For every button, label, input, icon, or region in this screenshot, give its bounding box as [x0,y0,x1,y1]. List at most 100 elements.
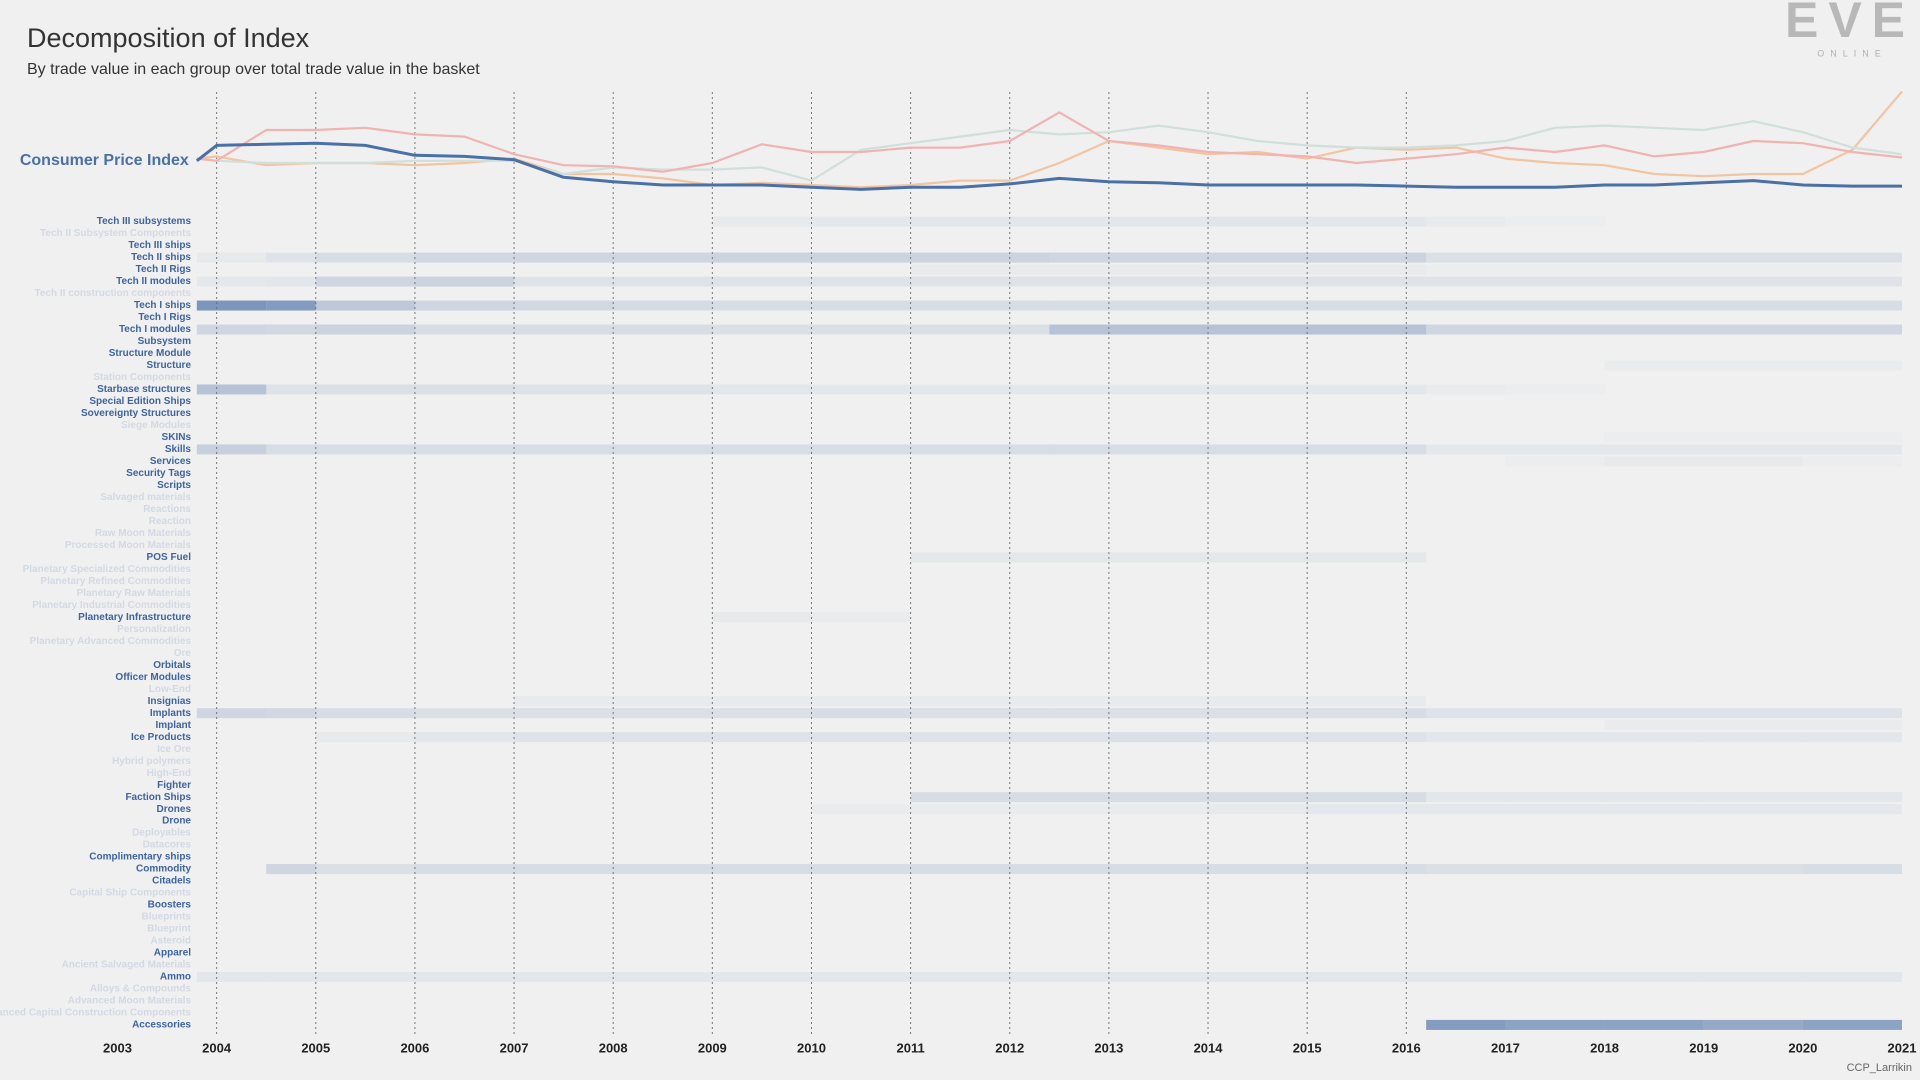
heat-cell [1208,216,1308,227]
heat-cell [1802,1019,1902,1030]
heat-cell [415,876,514,886]
heat-cell [315,444,415,455]
heat-cell [1009,384,1050,395]
heat-cell [910,444,1010,455]
heat-cell [1406,300,1427,311]
heat-cell [514,276,614,287]
heat-cell [1010,660,1050,670]
heat-cell [910,252,1010,263]
row-label: Security Tags [126,468,191,479]
heat-cell [414,252,515,263]
heat-cell [514,708,614,719]
row-label: Planetary Refined Commodities [40,576,191,587]
heat-cell [1505,552,1604,562]
heat-cell [1049,216,1109,227]
heat-cell [1406,313,1426,323]
heat-cell [1703,792,1803,803]
heat-cell [1049,432,1108,442]
row-label: Station Components [93,372,191,383]
heat-cell [811,804,910,814]
heat-cell [1108,324,1209,335]
heat-cell [197,660,266,670]
heat-cell [1049,384,1109,395]
heat-cell [415,720,514,730]
row-label: Officer Modules [115,672,191,683]
heat-cell [1803,313,1902,323]
heat-cell [1704,876,1803,886]
heat-cell [414,324,515,335]
heat-cell [266,864,316,875]
heat-cell [1009,276,1050,287]
heat-cell [1109,816,1208,826]
row-label: Alloys & Compounds [90,984,192,995]
heat-cell [1307,480,1406,490]
heat-cell [1208,276,1308,287]
heat-cell [1426,348,1505,358]
heat-cell [1505,217,1604,227]
heat-cell [1703,444,1803,455]
row-label: Drones [157,804,192,815]
heat-cell [197,672,266,682]
heat-cell [197,408,266,418]
row-label: Citadels [152,876,191,887]
heat-cell [315,384,415,395]
heat-cell [1605,217,1704,227]
heat-cell [1604,732,1704,743]
heat-cell [1406,708,1427,719]
heat-cell [1049,612,1108,622]
heat-cell [1802,971,1902,982]
heat-cell [1803,337,1902,347]
heat-cell [1505,876,1604,886]
heat-cell [613,468,712,478]
row-label: Subsystem [138,336,191,347]
heat-cell [1208,876,1307,886]
heat-cell [1307,300,1407,311]
heat-cell [1406,876,1426,886]
heat-cell [196,324,267,335]
heat-cell [1703,252,1803,263]
heat-cell [266,313,316,323]
heat-cell [1009,216,1050,227]
heat-cell [712,864,812,875]
heat-cell [1704,948,1803,958]
heat-cell [514,948,613,958]
heat-cell [1605,720,1704,730]
x-tick-label: 2013 [1094,1040,1123,1055]
heat-cell [316,612,415,622]
heat-cell [1426,480,1505,490]
heat-cell [712,348,811,358]
heat-cell [1605,432,1704,442]
heat-cell [415,696,514,706]
heat-cell [811,1020,910,1030]
heat-cell [1307,696,1407,707]
row-label: Tech I Rigs [138,312,191,323]
heat-cell [266,732,316,742]
heat-cell [1049,468,1108,478]
row-label: Fighter [157,780,191,791]
heat-cell [1704,696,1803,706]
heat-cell [712,876,811,886]
heat-cell [266,552,316,562]
heat-cell [1803,948,1902,958]
heat-cell [1426,456,1505,466]
heat-cell [415,337,514,347]
heat-cell [196,252,267,263]
heat-cell [1704,552,1803,562]
heat-cell [613,1020,712,1030]
heat-cell [514,780,613,790]
series-line [195,141,1902,191]
heat-cell [1505,265,1604,275]
heat-cell [1605,468,1704,478]
heat-cell [1505,324,1605,335]
heat-cell [1802,708,1902,719]
row-label: Advanced Moon Materials [68,996,192,1007]
heat-cell [712,971,812,982]
heat-cell [712,432,811,442]
row-label: Capital Ship Components [69,888,191,899]
heat-cell [910,216,1010,227]
heat-cell [266,672,316,682]
heat-cell [1307,660,1406,670]
heat-cell [1704,780,1803,790]
heat-cell [613,780,712,790]
